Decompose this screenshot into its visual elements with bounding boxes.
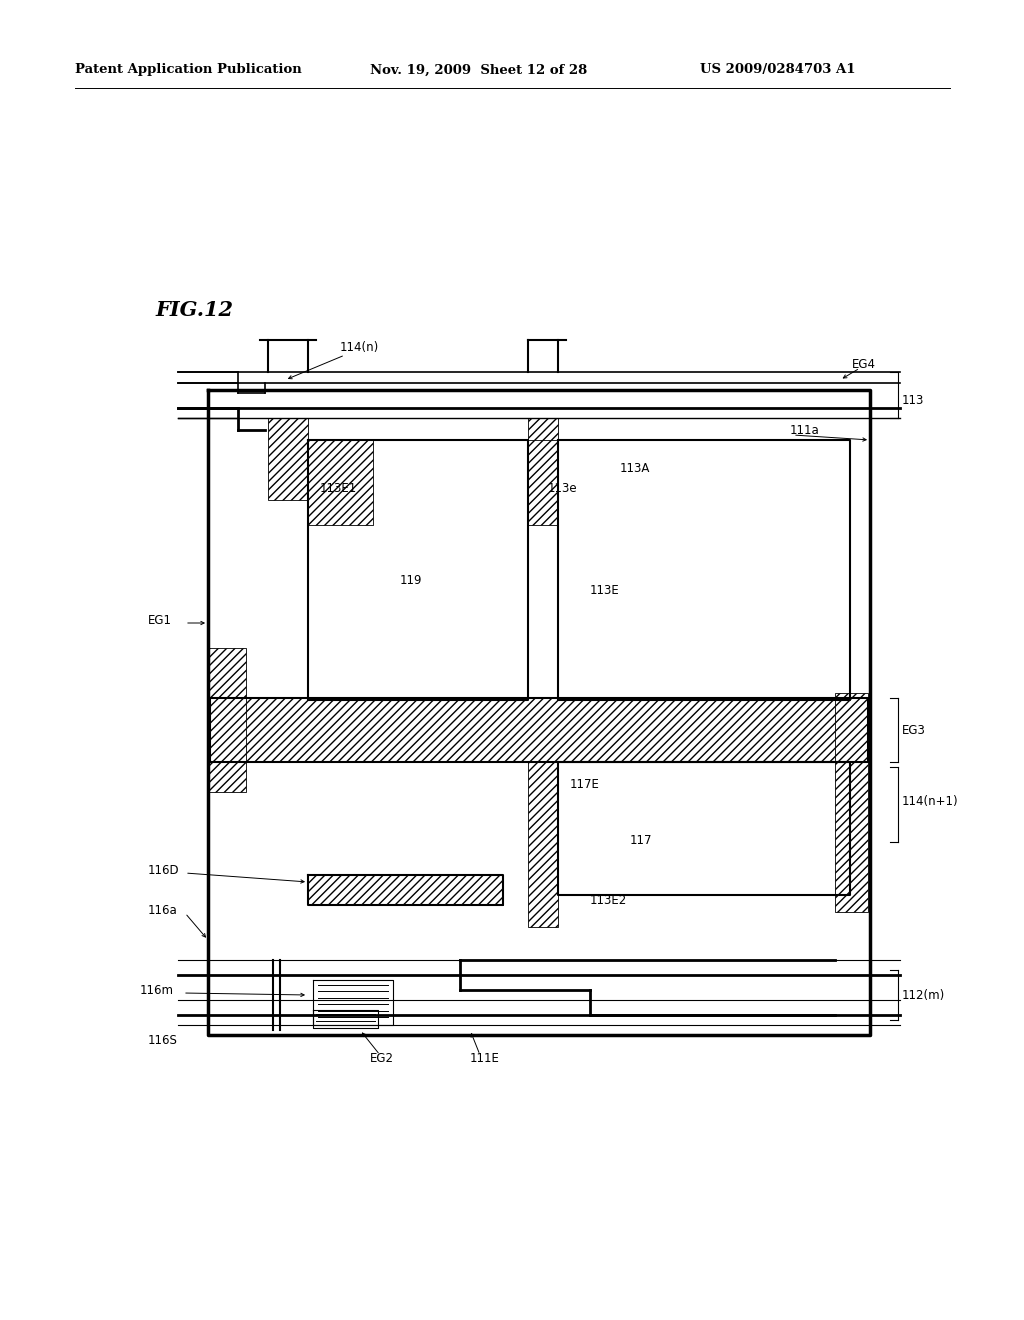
Text: 116m: 116m — [140, 983, 174, 997]
Text: EG3: EG3 — [902, 723, 926, 737]
Text: 113E1: 113E1 — [319, 482, 357, 495]
Bar — [210, 698, 868, 762]
Text: 114(n): 114(n) — [340, 342, 379, 355]
Text: 114(n+1): 114(n+1) — [902, 796, 958, 808]
Text: 119: 119 — [400, 573, 423, 586]
Text: 116S: 116S — [148, 1034, 178, 1047]
Text: US 2009/0284703 A1: US 2009/0284703 A1 — [700, 63, 855, 77]
Bar — [308, 440, 373, 525]
Text: 117E: 117E — [570, 779, 600, 792]
Text: 116D: 116D — [148, 863, 179, 876]
Text: 113E2: 113E2 — [590, 894, 628, 907]
Text: EG4: EG4 — [852, 359, 876, 371]
Bar — [528, 418, 558, 478]
Bar — [268, 418, 308, 500]
Text: 112(m): 112(m) — [902, 989, 945, 1002]
Text: 117: 117 — [630, 833, 652, 846]
Text: 116a: 116a — [148, 903, 178, 916]
Text: EG2: EG2 — [370, 1052, 394, 1064]
Text: 113: 113 — [902, 393, 925, 407]
Bar — [208, 648, 246, 792]
Text: 111E: 111E — [470, 1052, 500, 1064]
Bar — [528, 762, 558, 927]
Text: 111a: 111a — [790, 424, 820, 437]
Text: 113E: 113E — [590, 583, 620, 597]
Text: 113e: 113e — [548, 482, 578, 495]
Bar — [308, 875, 503, 906]
Text: Nov. 19, 2009  Sheet 12 of 28: Nov. 19, 2009 Sheet 12 of 28 — [370, 63, 587, 77]
Text: EG1: EG1 — [148, 614, 172, 627]
Bar — [528, 440, 558, 525]
Bar — [835, 693, 868, 912]
Text: Patent Application Publication: Patent Application Publication — [75, 63, 302, 77]
Text: 113A: 113A — [620, 462, 650, 474]
Text: FIG.12: FIG.12 — [155, 300, 233, 319]
